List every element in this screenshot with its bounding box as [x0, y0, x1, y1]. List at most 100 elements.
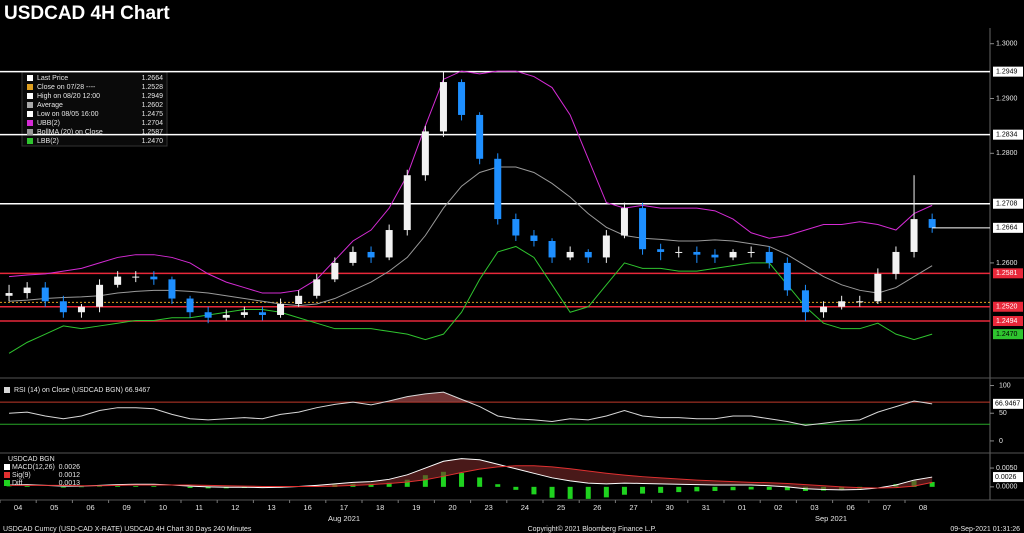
macd-line [9, 465, 933, 489]
diff-bar [386, 482, 392, 487]
candle-body [59, 301, 67, 313]
macd-tick-label: 0.0000 [996, 484, 1018, 491]
candle-body [729, 251, 737, 258]
macd-legend-value: 0.0012 [59, 472, 81, 479]
x-tick-label: 31 [702, 503, 710, 512]
level-label: 1.2581 [996, 270, 1018, 277]
diff-bar [133, 486, 139, 487]
x-tick-label: 19 [412, 503, 420, 512]
x-tick-label: 13 [267, 503, 275, 512]
x-tick-label: 20 [448, 503, 456, 512]
legend-value: 1.2664 [142, 75, 164, 82]
diff-bar [784, 486, 790, 491]
x-tick-label: 03 [810, 503, 818, 512]
diff-bar [422, 475, 428, 487]
x-tick-label: 06 [86, 503, 94, 512]
candle-body [367, 251, 375, 258]
diff-bar [495, 484, 501, 487]
candle-body [222, 314, 230, 318]
lbb-label-box [993, 329, 1023, 340]
macd-last-label: 0.0026 [995, 474, 1017, 481]
rsi-tick-label: 50 [999, 410, 1007, 417]
rsi-last-label: 66.9467 [995, 401, 1020, 408]
diff-bar [187, 486, 193, 488]
x-tick-label: 01 [738, 503, 746, 512]
candle-body [838, 301, 846, 307]
diff-bar [459, 472, 465, 487]
level-label: 1.2520 [996, 304, 1018, 311]
x-tick-label: 04 [14, 503, 22, 512]
legend-swatch [4, 464, 10, 470]
diff-bar [603, 486, 609, 498]
legend-value: 1.2949 [142, 93, 164, 100]
diff-bar [205, 486, 211, 489]
x-tick-label: 26 [593, 503, 601, 512]
candle-body [5, 293, 13, 296]
band-line [9, 166, 933, 307]
candle-body [856, 301, 864, 303]
diff-bar [694, 486, 700, 492]
footer-center: Copyright© 2021 Bloomberg Finance L.P. [528, 525, 657, 533]
candle-body [675, 251, 683, 253]
diff-bar [640, 486, 646, 494]
x-tick-label: 25 [557, 503, 565, 512]
diff-bar [621, 486, 627, 495]
candle-body [476, 114, 484, 159]
diff-bar [929, 481, 935, 487]
diff-bar [766, 486, 772, 490]
x-tick-label: 07 [883, 503, 891, 512]
level-label-box [993, 198, 1023, 209]
x-tick-label: 18 [376, 503, 384, 512]
diff-bar [115, 486, 121, 487]
legend-swatch [27, 93, 33, 99]
candle-body [747, 251, 755, 253]
macd-legend-name: MACD(12,26) [12, 464, 55, 471]
candle-body [602, 235, 610, 258]
y-tick-label: 1.2600 [996, 260, 1018, 267]
legend-name: Low on 08/05 16:00 [37, 111, 99, 118]
legend-name: High on 08/20 12:00 [37, 93, 100, 100]
legend-value: 1.2528 [142, 84, 164, 91]
macd-legend-value: 0.0026 [59, 464, 81, 471]
legend-swatch [27, 111, 33, 117]
candle-body [313, 279, 321, 296]
x-tick-label: 09 [123, 503, 131, 512]
legend-value: 1.2602 [142, 102, 164, 109]
macd-legend-name: Sig(9) [12, 472, 31, 479]
x-tick-label: 10 [159, 503, 167, 512]
candle-body [801, 290, 809, 313]
candle-body [186, 298, 194, 313]
legend-swatch [27, 129, 33, 135]
month-label: Sep 2021 [815, 514, 847, 523]
macd-fill [9, 458, 933, 490]
last-price-label-box [993, 222, 1023, 233]
x-tick-label: 23 [485, 503, 493, 512]
rsi-title: RSI (14) on Close (USDCAD BGN) 66.9467 [14, 387, 150, 394]
macd-legend-name: Diff [12, 480, 22, 487]
candle-body [240, 312, 248, 315]
candle-body [385, 230, 393, 258]
legend-value: 1.2587 [142, 129, 164, 136]
legend-swatch [4, 480, 10, 486]
x-tick-label: 08 [919, 503, 927, 512]
diff-bar [567, 486, 573, 499]
diff-bar [585, 486, 591, 499]
candle-body [439, 82, 447, 132]
candle-body [204, 312, 212, 318]
macd-legend-value: 0.0013 [59, 480, 81, 487]
candle-body [783, 262, 791, 291]
diff-bar [477, 477, 483, 487]
legend-name: Average [37, 102, 63, 109]
diff-bar [151, 486, 157, 487]
rsi-last-box [993, 398, 1023, 409]
diff-bar [24, 486, 30, 487]
x-tick-label: 17 [340, 503, 348, 512]
candle-body [494, 158, 502, 220]
candle-body [512, 219, 520, 236]
level-label-box [993, 129, 1023, 140]
candle-body [41, 287, 49, 302]
candle-body [349, 251, 357, 263]
diff-bar [368, 483, 374, 487]
legend-value: 1.2704 [142, 120, 164, 127]
x-tick-label: 05 [50, 503, 58, 512]
